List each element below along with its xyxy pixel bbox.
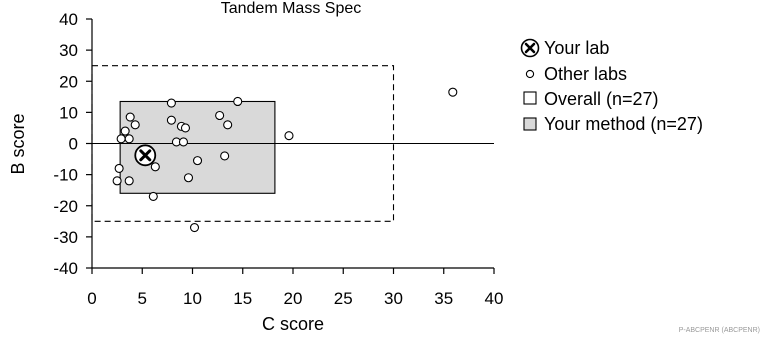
x-tick-label: 35 <box>434 289 453 308</box>
other-lab-point <box>178 137 189 147</box>
x-tick-label: 20 <box>284 289 303 308</box>
other-lab-point <box>112 176 122 186</box>
other-lab-point <box>124 176 134 186</box>
other-lab-point <box>284 131 294 141</box>
plot-area <box>91 65 494 233</box>
footnote: P-ABCPENR (ABCPENR) <box>679 327 760 334</box>
other-lab-point <box>125 112 135 122</box>
y-tick-label: -40 <box>53 259 78 278</box>
other-lab-point <box>166 98 176 108</box>
y-tick-label: 30 <box>59 41 78 60</box>
legend-your-lab-icon <box>520 38 540 58</box>
axes: 0 5 10 15 20 25 30 35 40 40 30 20 10 0 -10 -20 -30 -40 <box>53 10 503 308</box>
chart-title: Tandem Mass Spec <box>221 0 362 17</box>
other-lab-point <box>148 191 158 201</box>
legend-your-lab-label: Your lab <box>544 38 609 58</box>
x-tick-label: 15 <box>233 289 252 308</box>
other-lab-point <box>150 162 160 172</box>
legend-overall-icon <box>523 91 537 105</box>
legend-method-icon <box>523 117 537 131</box>
legend-method-label: Your method (n=27) <box>544 114 703 134</box>
y-tick-label: -10 <box>53 166 78 185</box>
legend-other-labs-label: Other labs <box>544 64 627 84</box>
other-lab-point <box>448 87 458 97</box>
y-tick-label: 0 <box>69 135 78 154</box>
other-lab-point <box>114 163 124 173</box>
your-lab-cross <box>139 149 152 162</box>
y-tick-label: 20 <box>59 72 78 91</box>
y-axis-label: B score <box>8 113 28 174</box>
y-tick-label: -20 <box>53 197 78 216</box>
other-lab-point <box>223 120 233 130</box>
other-lab-point <box>215 110 225 121</box>
y-tick-label: 10 <box>59 103 78 122</box>
x-axis-label: C score <box>262 314 324 334</box>
other-lab-point <box>116 134 126 144</box>
other-lab-point <box>192 156 203 166</box>
legend-other-labs-icon <box>525 69 535 79</box>
legend-overall-label: Overall (n=27) <box>544 89 659 109</box>
x-tick-label: 40 <box>485 289 504 308</box>
other-lab-point <box>233 96 243 107</box>
x-tick-label: 10 <box>183 289 202 308</box>
y-tick-label: 40 <box>59 10 78 29</box>
overall-range-box <box>91 65 395 222</box>
x-tick-label: 5 <box>138 289 147 308</box>
x-tick-label: 0 <box>87 289 96 308</box>
other-lab-point <box>183 173 194 183</box>
other-lab-point <box>220 151 230 161</box>
x-tick-label: 25 <box>334 289 353 308</box>
your-lab-point <box>134 144 157 167</box>
other-lab-point <box>166 115 176 125</box>
legend: Your lab Other labs Overall (n=27) Your … <box>520 38 703 134</box>
other-lab-point <box>130 120 140 130</box>
other-lab-point <box>120 126 130 136</box>
other-lab-point <box>189 222 200 233</box>
other-lab-point <box>180 123 191 133</box>
x-tick-label: 30 <box>384 289 403 308</box>
other-lab-point <box>124 134 134 144</box>
y-tick-label: -30 <box>53 228 78 247</box>
